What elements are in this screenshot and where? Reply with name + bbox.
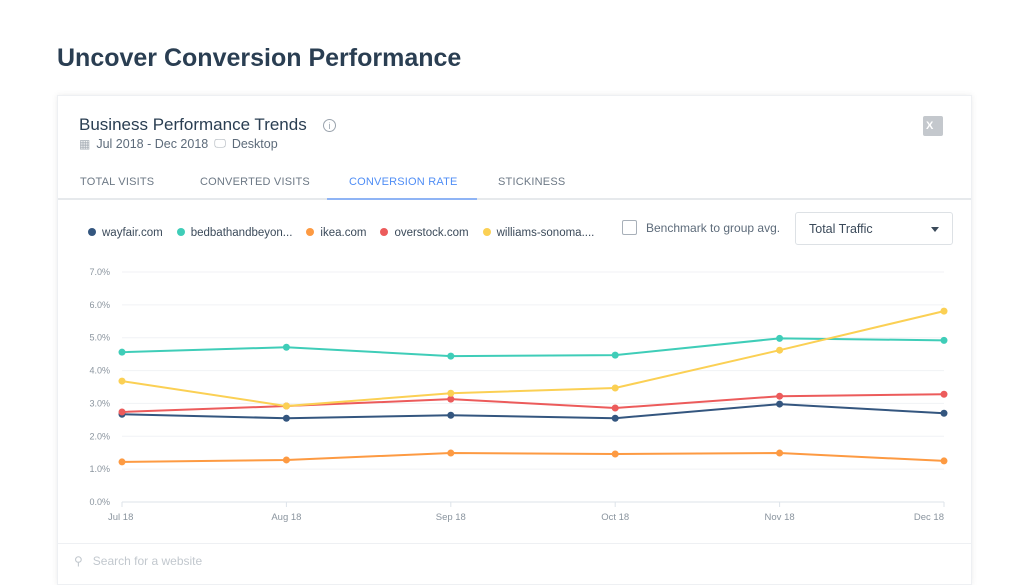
series-line xyxy=(121,393,945,413)
data-point xyxy=(447,389,455,397)
data-point xyxy=(282,402,290,410)
data-point xyxy=(776,392,784,400)
line-chart: 0.0% 1.0% 2.0% 3.0% 4.0% 5.0% 6.0% 7.0% Jul 18 Au… xyxy=(89,267,948,523)
legend-label: overstock.com xyxy=(394,227,469,239)
y-tick-label: 5.0% xyxy=(89,333,110,343)
card-subtitle: ▦ Jul 2018 - Dec 2018 🖵 Desktop xyxy=(79,136,278,151)
series-line xyxy=(121,452,945,463)
data-point xyxy=(776,400,784,408)
legend-item[interactable]: bedbathandbeyon... xyxy=(176,227,293,239)
legend-dot xyxy=(306,228,315,236)
x-tick-label: Sep 18 xyxy=(436,512,466,523)
data-point xyxy=(611,404,619,412)
legend-label: ikea.com xyxy=(320,227,367,239)
x-tick-label: Oct 18 xyxy=(601,512,629,523)
search-bar[interactable]: ⚲ Search for a website xyxy=(58,543,971,583)
series-line xyxy=(121,337,945,358)
legend-label: williams-sonoma.... xyxy=(496,227,595,239)
page-title: Uncover Conversion Performance xyxy=(57,44,462,72)
data-point xyxy=(447,411,455,419)
legend-label: wayfair.com xyxy=(102,227,163,239)
legend-item[interactable]: williams-sonoma.... xyxy=(482,227,595,239)
legend: wayfair.com bedbathandbeyon... ikea.com ove… xyxy=(88,227,594,239)
caret-down-icon xyxy=(931,227,939,232)
tab-total-visits[interactable]: TOTAL VISITS xyxy=(80,176,155,188)
performance-card: Business Performance Trends i ▦ Jul 2018… xyxy=(57,95,972,585)
y-tick-label: 4.0% xyxy=(89,366,110,376)
search-input[interactable]: Search for a website xyxy=(92,554,203,568)
benchmark-label: Benchmark to group avg. xyxy=(646,220,781,235)
data-point xyxy=(447,352,455,360)
data-point xyxy=(118,408,126,416)
excel-icon[interactable]: X xyxy=(923,116,943,136)
data-point xyxy=(282,456,290,464)
desktop-icon: 🖵 xyxy=(214,136,226,150)
y-tick-label: 7.0% xyxy=(89,267,110,277)
tab-converted-visits[interactable]: CONVERTED VISITS xyxy=(200,176,310,188)
benchmark-toggle[interactable]: Benchmark to group avg. xyxy=(622,220,780,235)
legend-dot xyxy=(88,228,96,236)
x-tick-label: Dec 18 xyxy=(914,512,944,523)
data-point xyxy=(940,409,948,417)
data-point xyxy=(447,449,455,457)
data-point xyxy=(940,336,948,344)
tabs: TOTAL VISITS CONVERTED VISITS CONVERSION… xyxy=(58,166,971,200)
series-line xyxy=(121,310,945,408)
data-point xyxy=(118,348,126,356)
y-tick-label: 0.0% xyxy=(89,497,110,507)
legend-item[interactable]: overstock.com xyxy=(380,227,469,239)
benchmark-checkbox[interactable] xyxy=(622,220,637,235)
tab-conversion-rate[interactable]: CONVERSION RATE xyxy=(349,176,458,188)
data-point xyxy=(611,450,619,458)
legend-dot xyxy=(380,228,389,236)
legend-dot xyxy=(176,228,185,236)
data-point xyxy=(776,449,784,457)
y-tick-label: 3.0% xyxy=(89,398,110,408)
legend-item[interactable]: ikea.com xyxy=(306,227,366,239)
legend-dot xyxy=(482,228,491,236)
data-point xyxy=(776,346,784,354)
data-point xyxy=(776,334,784,342)
x-tick-label: Jul 18 xyxy=(108,512,133,523)
data-point xyxy=(611,351,619,359)
data-point xyxy=(611,414,619,422)
data-point xyxy=(282,343,290,351)
info-icon[interactable]: i xyxy=(323,119,336,132)
series-line xyxy=(121,403,945,420)
data-point xyxy=(940,390,948,398)
data-point xyxy=(447,395,455,403)
data-point xyxy=(282,414,290,422)
active-tab-indicator xyxy=(327,198,477,200)
y-tick-label: 2.0% xyxy=(89,431,110,441)
calendar-icon: ▦ xyxy=(79,136,91,151)
x-tick-label: Aug 18 xyxy=(271,512,301,523)
device: Desktop xyxy=(231,136,278,151)
data-point xyxy=(940,457,948,465)
traffic-select-value: Total Traffic xyxy=(809,222,873,236)
search-icon: ⚲ xyxy=(74,554,83,568)
x-tick-label: Nov 18 xyxy=(765,512,795,523)
tab-stickiness[interactable]: STICKINESS xyxy=(498,176,566,188)
data-point xyxy=(611,384,619,392)
data-point xyxy=(118,377,126,385)
y-tick-label: 1.0% xyxy=(89,464,110,474)
data-point xyxy=(118,458,126,466)
legend-item[interactable]: wayfair.com xyxy=(88,227,163,239)
legend-label: bedbathandbeyon... xyxy=(190,227,293,239)
y-tick-label: 6.0% xyxy=(89,300,110,310)
traffic-select[interactable]: Total Traffic xyxy=(795,212,953,245)
data-point xyxy=(940,307,948,315)
date-range: Jul 2018 - Dec 2018 xyxy=(96,136,209,151)
card-title: Business Performance Trends xyxy=(79,115,307,134)
